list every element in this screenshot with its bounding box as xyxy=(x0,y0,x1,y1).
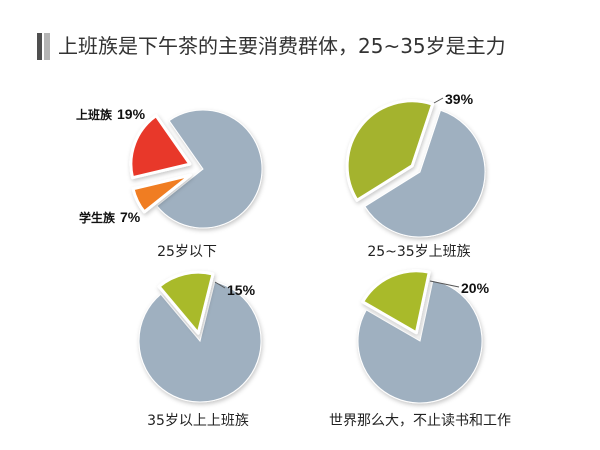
pie-3-marks xyxy=(138,270,262,403)
pie-4-slice-1-value-label: 20% xyxy=(461,280,490,296)
pie-4-marks xyxy=(357,269,483,404)
pie-3-slice-1-value-label: 15% xyxy=(227,282,256,298)
pie-4-remainder-slice xyxy=(357,279,483,404)
pie-3-leader-line xyxy=(214,281,226,289)
pie-3-caption: 35岁以上上班族 xyxy=(147,413,249,429)
pie-1-marks xyxy=(129,109,263,229)
pie-1-slice-1-name-label: 上班族 xyxy=(76,107,113,122)
pie-1-caption: 25岁以下 xyxy=(157,244,217,260)
pie-4-caption: 世界那么大，不止读书和工作 xyxy=(329,412,511,429)
pie-3-slice-1 xyxy=(157,270,215,335)
pie-1-slice-2-value-label: 7% xyxy=(120,209,141,225)
pie-3-remainder-slice xyxy=(138,281,262,403)
title-marker xyxy=(37,33,51,60)
pie-4-leader-line xyxy=(429,280,460,288)
pie-3: 15% 35岁以上上班族 xyxy=(138,270,262,429)
pie-2-slice-1-value-label: 39% xyxy=(445,91,474,107)
pie-2-caption: 25~35岁上班族 xyxy=(367,244,470,260)
title-marker-light-bar xyxy=(44,33,50,60)
slide-title: 上班族是下午茶的主要消费群体，25~35岁是主力 xyxy=(58,34,506,58)
pie-1-remainder-slice xyxy=(156,109,263,229)
pie-2-remainder-slice xyxy=(364,109,486,238)
pie-1-slice-2 xyxy=(131,173,192,214)
pie-2-slice-1 xyxy=(345,99,435,202)
pie-4: 20% 世界那么大，不止读书和工作 xyxy=(329,269,511,429)
pie-2-leader-line xyxy=(433,97,444,104)
pie-4-slice-1 xyxy=(361,269,431,335)
pie-2: 39% 25~35岁上班族 xyxy=(345,91,486,260)
pie-1-slice-1-value-label: 19% xyxy=(117,106,146,122)
title-marker-dark-bar xyxy=(37,33,42,60)
pie-2-marks xyxy=(345,99,486,238)
pie-1: 上班族 19% 学生族 7% 25岁以下 xyxy=(76,106,263,260)
pie-1-slice-1 xyxy=(129,114,192,180)
pie-1-slice-2-name-label: 学生族 xyxy=(79,210,116,225)
